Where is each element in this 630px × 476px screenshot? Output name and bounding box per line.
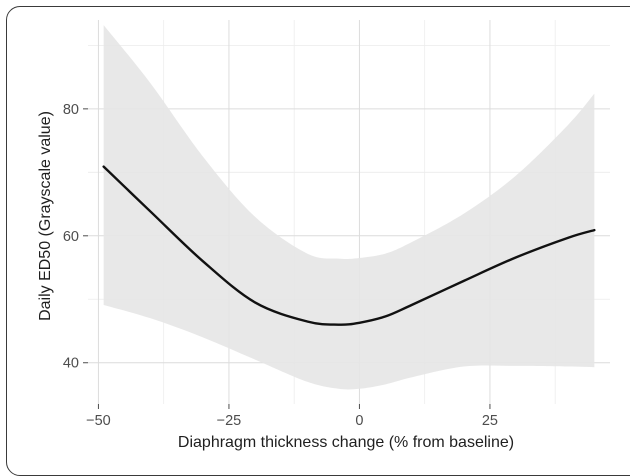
x-axis-label: Diaphragm thickness change (% from basel… xyxy=(178,434,514,451)
x-tick-label: 0 xyxy=(355,413,363,429)
y-tick-label: 60 xyxy=(63,229,79,245)
x-tick-label: 25 xyxy=(482,413,498,429)
x-tick-label: −50 xyxy=(86,413,111,429)
series-line xyxy=(102,165,596,326)
y-tick-label: 80 xyxy=(63,102,79,118)
x-tick-label: −25 xyxy=(217,413,242,429)
x-axis-ticks: −50 −25 0 25 xyxy=(86,404,498,429)
chart: −50 −25 0 25 40 60 80 Diaphragm thickness cha… xyxy=(37,20,610,451)
y-tick-label: 40 xyxy=(63,356,79,372)
y-axis-label: Daily ED50 (Grayscale value) xyxy=(37,111,54,321)
series-lines xyxy=(102,165,596,326)
confidence-band xyxy=(103,25,595,390)
y-axis-ticks: 40 60 80 xyxy=(63,102,88,372)
